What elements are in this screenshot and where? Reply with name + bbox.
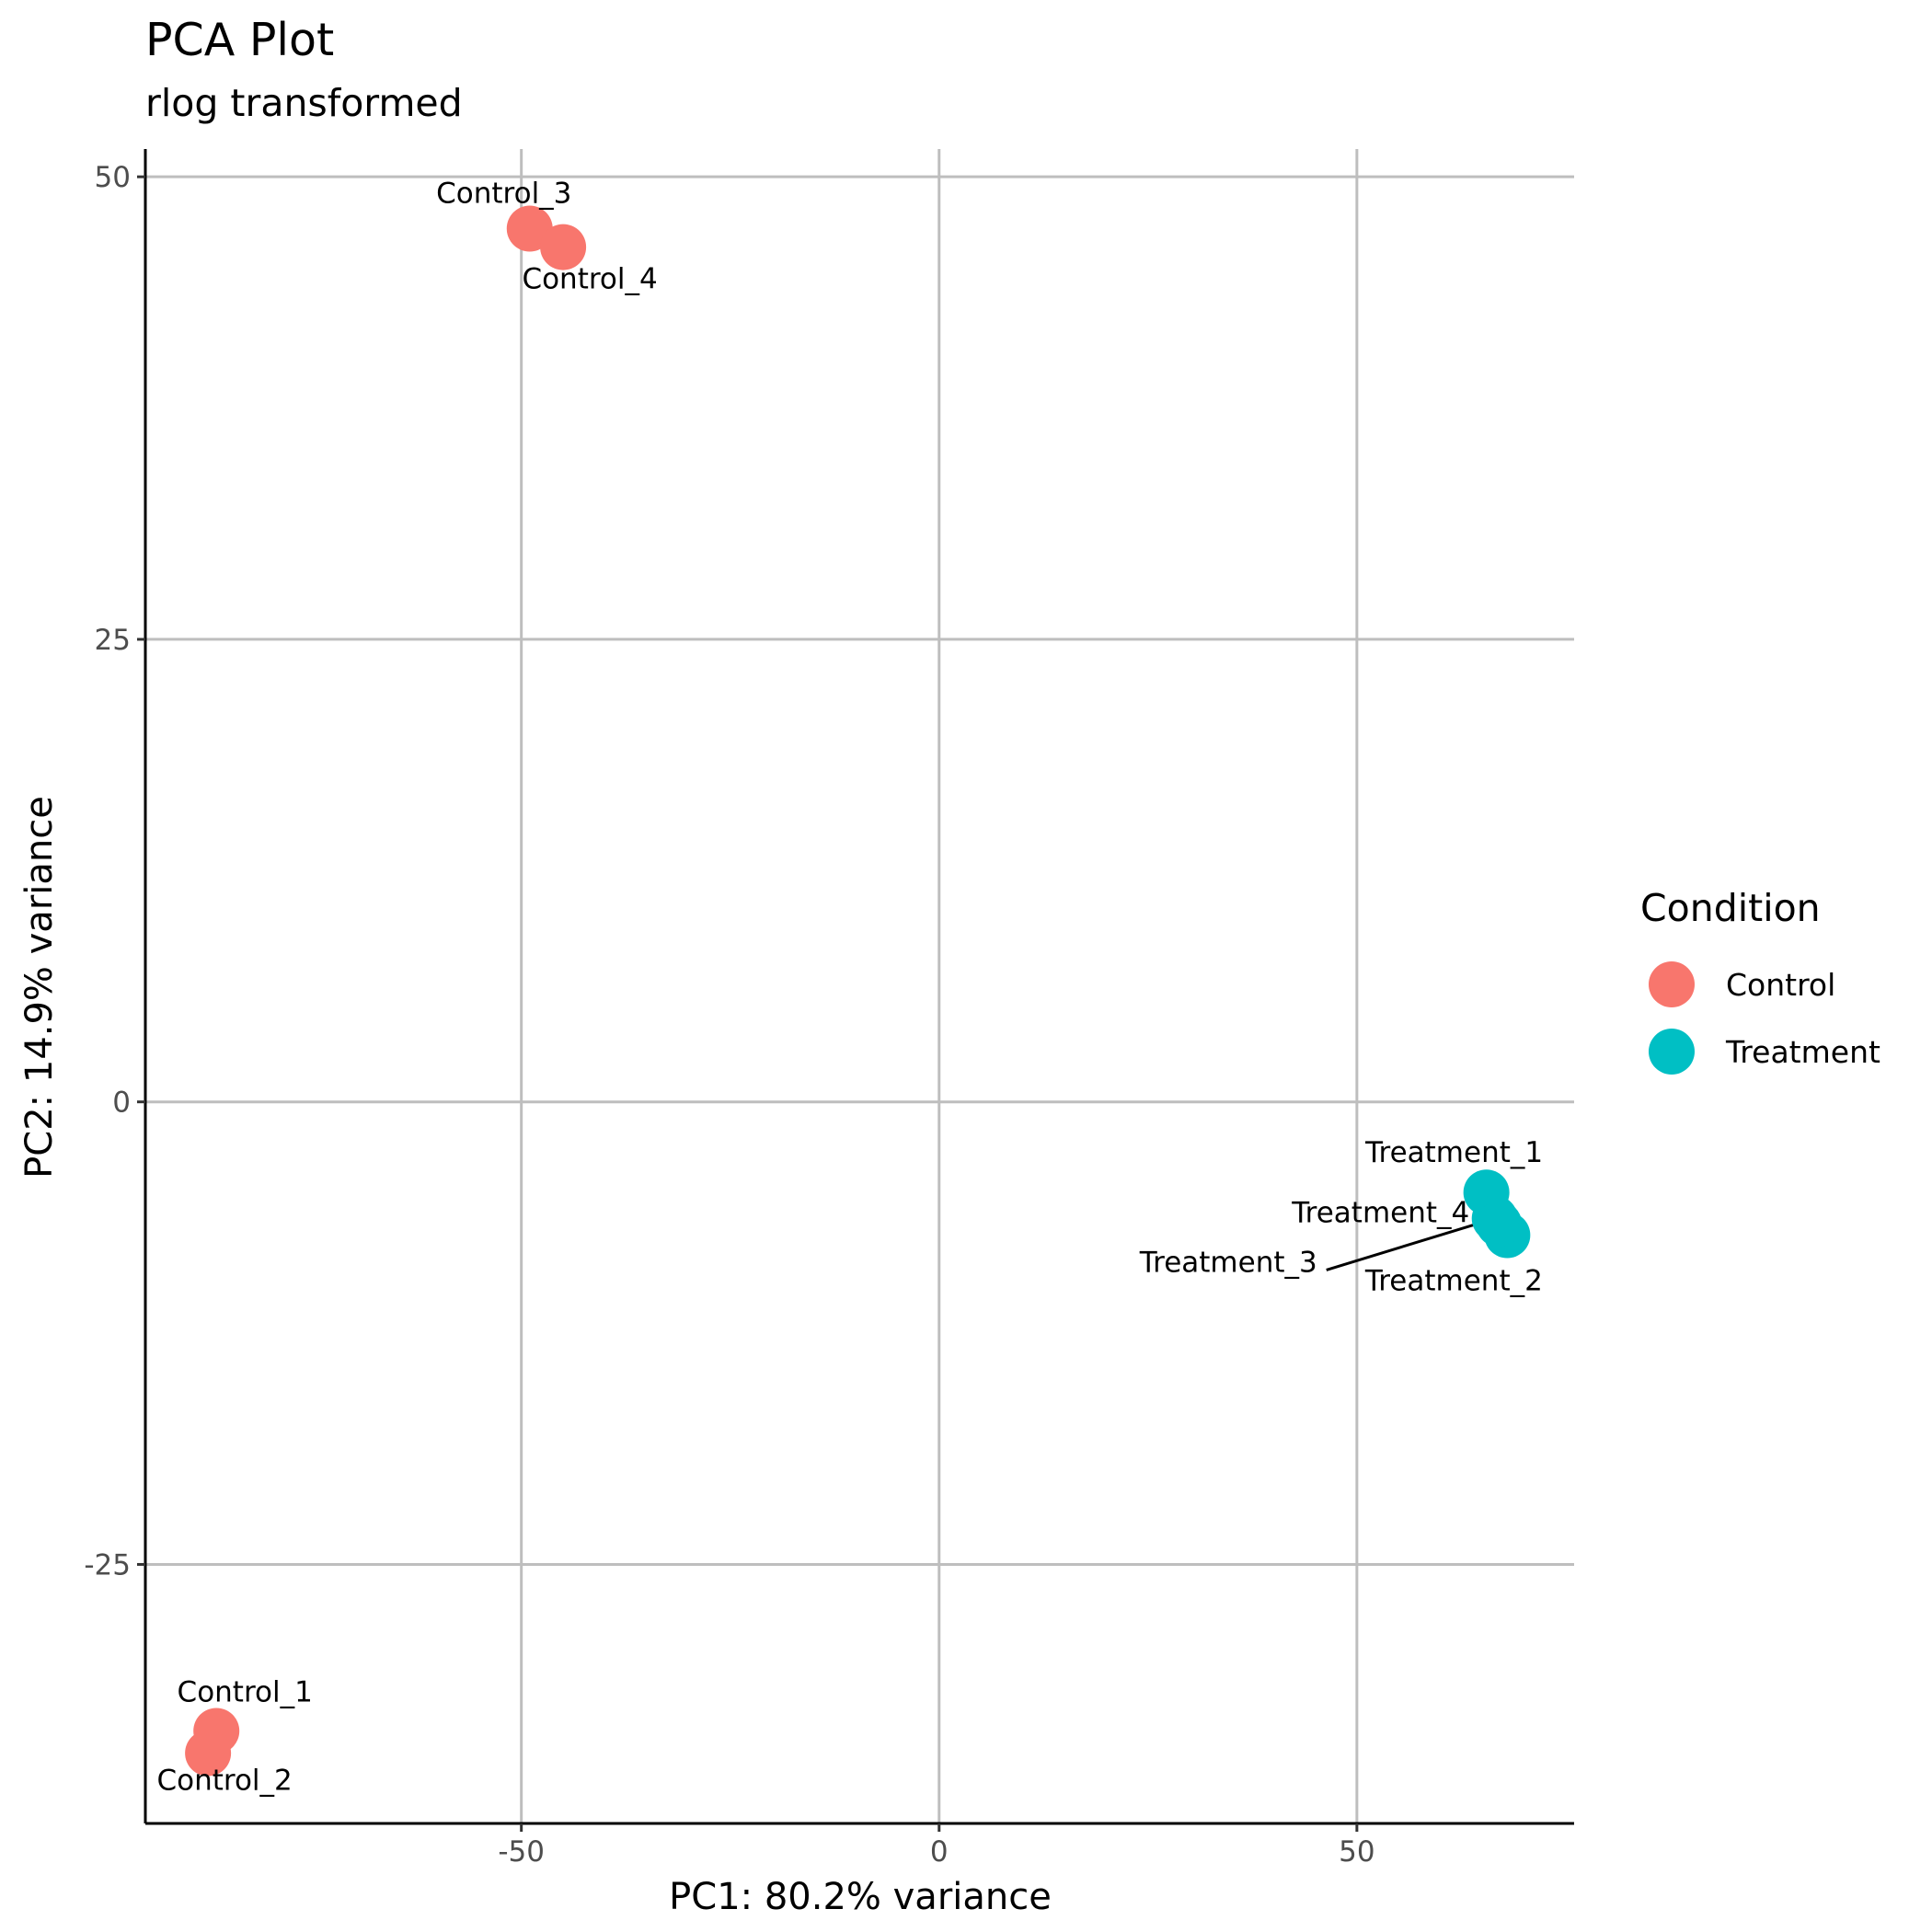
label-leaders	[1326, 1216, 1496, 1271]
legend-title: Condition	[1640, 886, 1821, 930]
label-leader	[1326, 1216, 1496, 1271]
data-point	[1476, 1201, 1523, 1248]
point-label: Control_4	[522, 263, 657, 296]
x-tick-label: -50	[498, 1835, 545, 1869]
chart-subtitle: rlog transformed	[145, 81, 463, 125]
data-points	[185, 205, 1531, 1777]
legend-label: Control	[1726, 967, 1835, 1003]
y-tick-label: 25	[95, 624, 131, 657]
point-label: Treatment_3	[1139, 1246, 1317, 1279]
x-tick-label: 0	[930, 1835, 949, 1869]
legend-label: Treatment	[1725, 1034, 1880, 1070]
point-label: Control_3	[436, 177, 571, 210]
y-axis-title: PC2: 14.9% variance	[18, 796, 61, 1179]
y-axis-ticks: -25 0 25 50	[84, 161, 145, 1581]
point-label: Treatment_2	[1364, 1264, 1543, 1297]
grid-lines	[145, 149, 1574, 1823]
point-label: Treatment_1	[1364, 1136, 1543, 1169]
data-point	[506, 205, 553, 252]
legend-swatch	[1649, 1029, 1695, 1075]
point-label: Control_2	[156, 1765, 292, 1798]
legend-swatch	[1649, 961, 1695, 1007]
point-label: Control_1	[178, 1675, 313, 1708]
chart-title: PCA Plot	[145, 14, 334, 66]
x-axis-title: PC1: 80.2% variance	[669, 1876, 1052, 1918]
x-tick-label: 50	[1339, 1835, 1374, 1869]
axes	[144, 149, 1574, 1825]
legend: Condition Control Treatment	[1640, 886, 1880, 1075]
data-point	[540, 224, 587, 270]
point-label: Treatment_4	[1291, 1196, 1469, 1229]
y-tick-label: 0	[112, 1087, 131, 1120]
y-tick-label: 50	[95, 161, 131, 194]
data-point	[185, 1730, 232, 1777]
point-labels: Control_1 Control_2 Control_3 Control_4 Trea…	[156, 177, 1543, 1797]
x-axis-ticks: -50 0 50	[498, 1823, 1375, 1869]
y-tick-label: -25	[84, 1548, 131, 1581]
